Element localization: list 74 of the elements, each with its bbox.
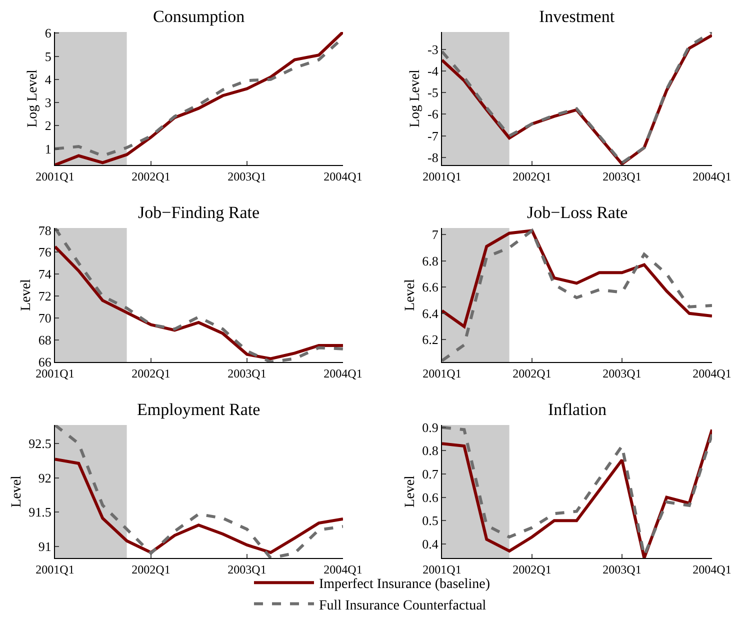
x-tick-label: 2002Q1 [512, 366, 552, 380]
x-tick-label: 2002Q1 [132, 562, 170, 576]
x-tick-label: 2001Q1 [422, 169, 462, 184]
x-tick-label: 2004Q1 [692, 169, 732, 184]
x-tick-label: 2002Q1 [132, 366, 170, 380]
y-tick-label: -7 [428, 128, 439, 144]
x-tick-label: 2004Q1 [692, 562, 732, 576]
y-tick-label: -8 [428, 150, 438, 165]
line-series [442, 229, 712, 328]
x-tick-label: 2003Q1 [602, 169, 642, 184]
x-tick-label: 2004Q1 [324, 366, 362, 380]
y-axis-title: Level [9, 475, 24, 508]
x-tick-label: 2001Q1 [422, 562, 462, 576]
y-tick-label: 0.8 [422, 443, 438, 458]
chart-title: Employment Rate [137, 400, 260, 419]
y-tick-label: 0.5 [422, 513, 438, 528]
x-tick-label: 2003Q1 [228, 562, 266, 576]
chart-title: Job−Finding Rate [138, 203, 260, 222]
x-tick-label: 2003Q1 [602, 366, 642, 380]
chart-title: Investment [539, 7, 615, 26]
y-tick-label: 0.6 [422, 490, 439, 505]
y-axis-title: Level [402, 475, 418, 508]
y-axis-title: Level [402, 278, 418, 311]
x-tick-label: 2001Q1 [36, 169, 74, 184]
y-tick-label: 6.6 [422, 280, 439, 295]
x-tick-label: 2002Q1 [512, 169, 552, 184]
line-series [55, 458, 343, 554]
y-tick-label: 7 [432, 227, 439, 242]
y-tick-label: 4 [44, 72, 52, 87]
x-tick-label: 2004Q1 [324, 169, 362, 184]
y-tick-label: 91 [38, 538, 52, 554]
legend-label: Full Insurance Counterfactual [319, 598, 486, 614]
x-tick-label: 2001Q1 [422, 366, 462, 380]
y-tick-label: 72 [38, 288, 52, 304]
y-tick-label: 6 [44, 26, 52, 41]
y-axis-title: Level [19, 278, 34, 311]
legend-label: Imperfect Insurance (baseline) [319, 577, 490, 592]
y-tick-label: 74 [38, 266, 52, 282]
y-tick-label: 6.2 [422, 332, 438, 348]
y-tick-label: 0.7 [422, 466, 439, 482]
y-tick-label: 92 [38, 470, 52, 486]
y-tick-label: 70 [38, 310, 52, 326]
y-tick-label: 76 [38, 244, 52, 260]
x-tick-label: 2002Q1 [132, 169, 170, 184]
x-tick-label: 2001Q1 [36, 562, 74, 576]
x-tick-label: 2003Q1 [228, 366, 266, 380]
y-tick-label: 0.9 [422, 420, 438, 435]
y-tick-label: 1 [44, 141, 52, 156]
y-tick-label: -4 [428, 63, 439, 78]
chart-title: Job−Loss Rate [527, 203, 628, 222]
x-tick-label: 2003Q1 [228, 169, 266, 184]
chart-title: Consumption [153, 7, 246, 26]
x-tick-label: 2002Q1 [512, 562, 552, 576]
y-tick-label: 91.5 [28, 504, 52, 520]
x-tick-label: 2003Q1 [602, 562, 642, 576]
y-axis-title: Log Level [26, 69, 40, 128]
x-tick-label: 2004Q1 [324, 562, 362, 576]
chart-title: Inflation [548, 400, 608, 419]
x-tick-label: 2004Q1 [692, 366, 732, 380]
y-tick-label: 92.5 [28, 436, 52, 452]
line-series [55, 425, 343, 558]
y-tick-label: 6.8 [422, 253, 438, 268]
y-tick-label: 2 [44, 118, 52, 134]
y-tick-label: 78 [38, 222, 52, 238]
y-tick-label: 3 [44, 95, 52, 110]
y-tick-label: 68 [38, 332, 52, 348]
y-tick-label: 6.4 [422, 306, 439, 321]
y-tick-label: 5 [44, 48, 52, 64]
y-tick-label: -3 [428, 42, 438, 57]
y-tick-label: 0.4 [422, 536, 439, 552]
line-series [442, 229, 712, 362]
y-tick-label: -5 [428, 85, 438, 100]
y-axis-title: Log Level [408, 69, 424, 128]
y-tick-label: -6 [428, 106, 439, 122]
